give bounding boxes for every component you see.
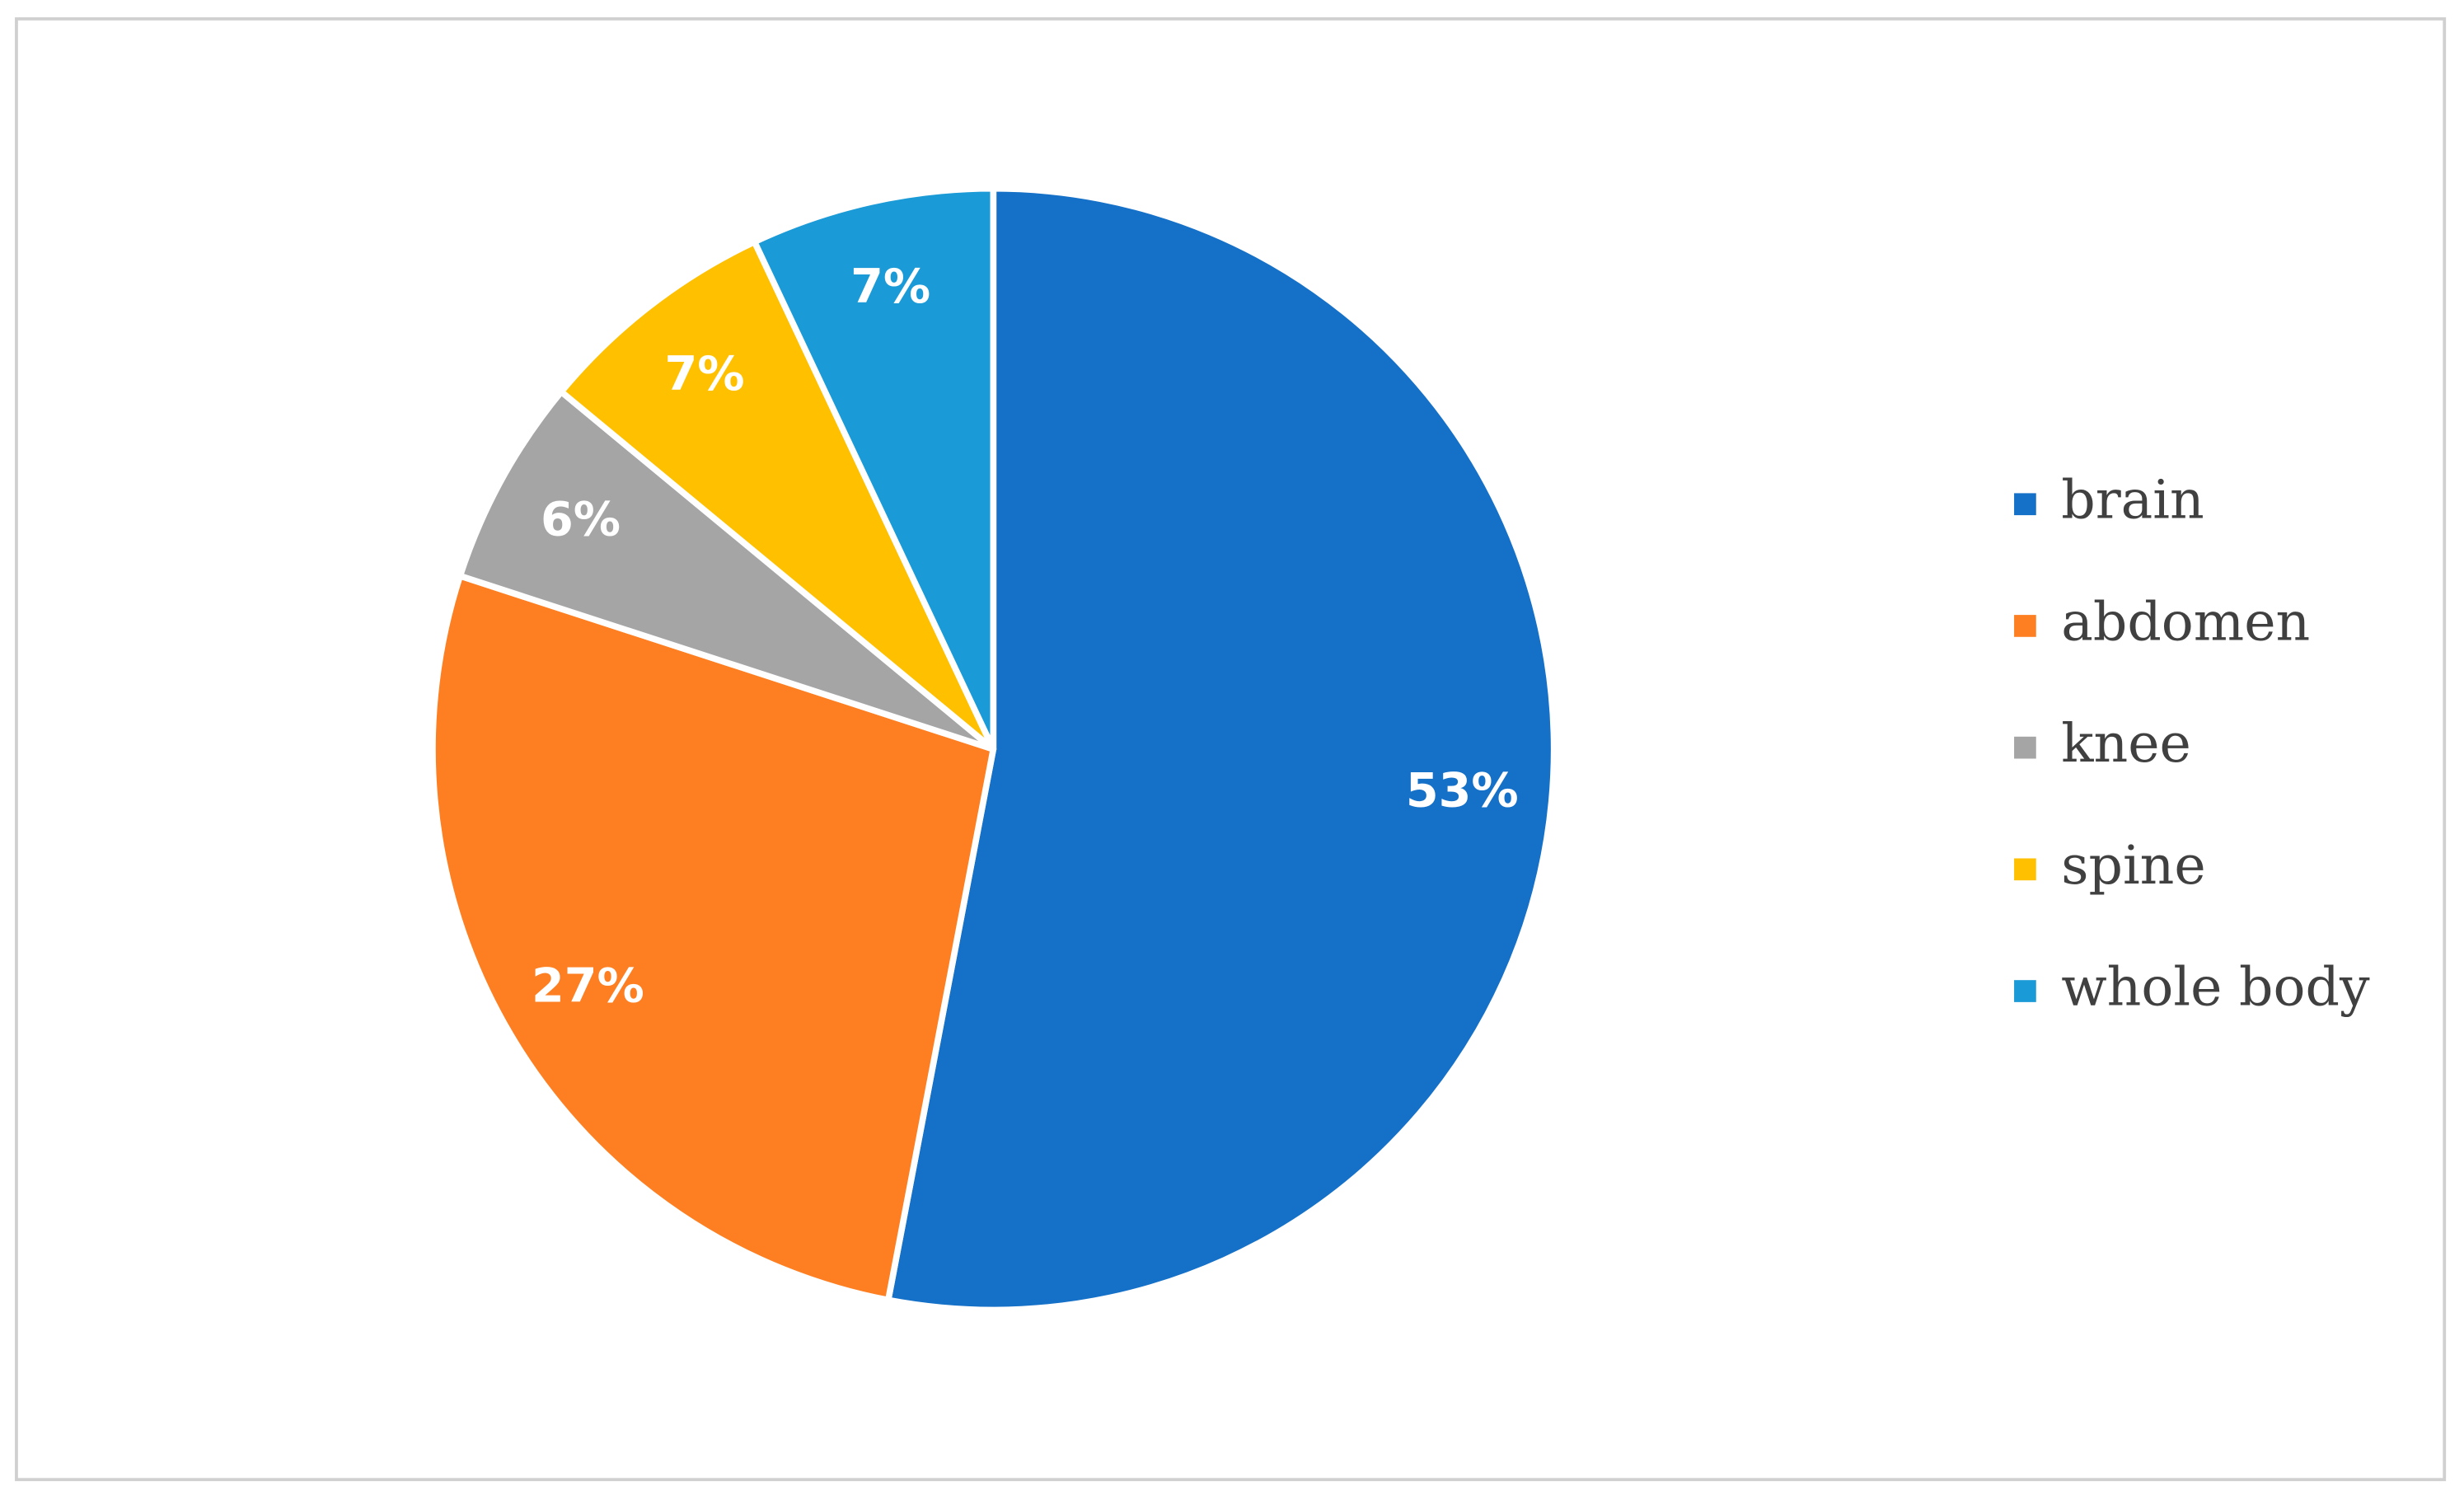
legend-swatch (2014, 493, 2036, 516)
pie-slice (751, 185, 997, 752)
legend-swatch (2014, 615, 2036, 637)
pie-slice (558, 238, 997, 752)
data-label: 7% (665, 347, 745, 401)
legend-label: whole body (2061, 957, 2370, 1019)
data-label: 6% (541, 492, 621, 546)
legend-label: spine (2061, 835, 2206, 897)
legend-label: brain (2061, 470, 2204, 532)
legend-label: knee (2061, 713, 2191, 775)
data-label: 27% (532, 959, 644, 1014)
pie-slice (885, 185, 1558, 1314)
legend-label: abdomen (2061, 591, 2310, 653)
data-label: 7% (850, 260, 930, 314)
legend-swatch (2014, 980, 2036, 1002)
pie-slice (429, 572, 997, 1304)
legend-swatch (2014, 858, 2036, 881)
legend-swatch (2014, 736, 2036, 759)
pie-slice (457, 388, 997, 752)
data-label: 53% (1406, 763, 1519, 818)
